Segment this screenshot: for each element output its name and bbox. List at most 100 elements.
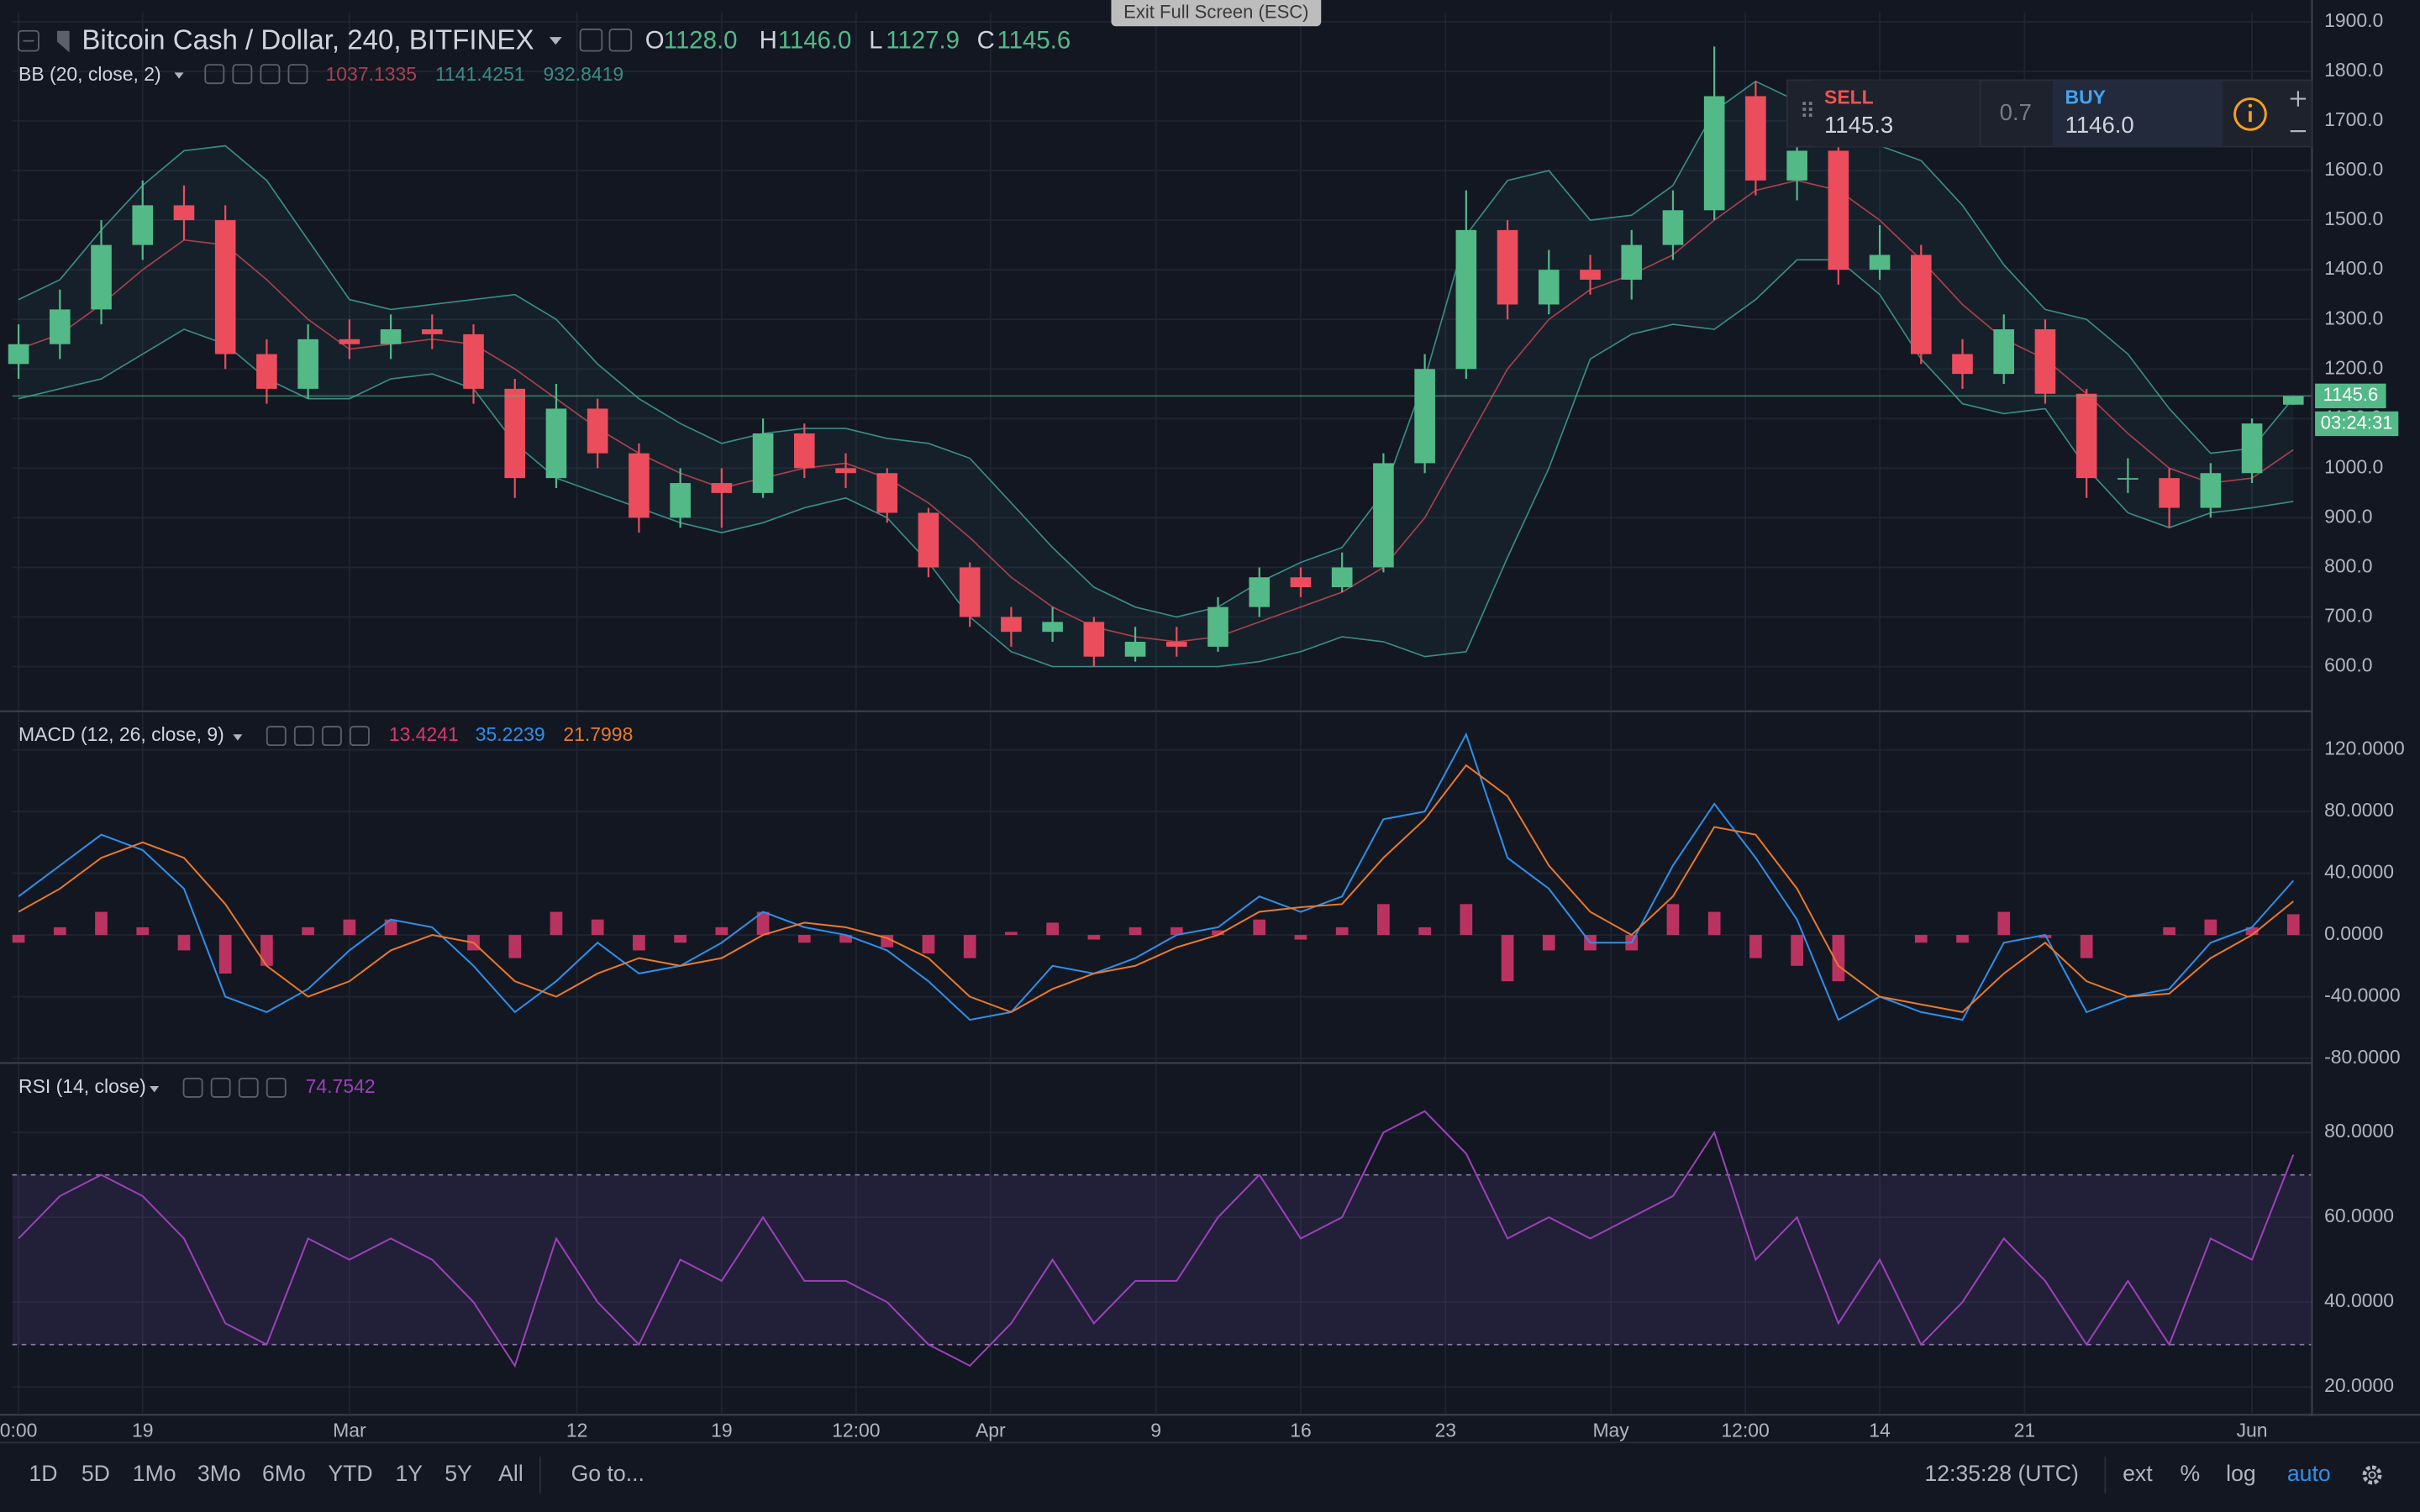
ohlc-value: 1128.0 <box>664 26 738 54</box>
countdown-tag <box>2315 411 2399 437</box>
y-tick-label: 1700.0 <box>2324 108 2383 130</box>
x-tick-label: 12:00 <box>832 1420 880 1441</box>
range-button[interactable]: All <box>498 1461 523 1486</box>
histogram-bar <box>2245 927 2259 936</box>
candle-body <box>1621 244 1643 280</box>
y-tick-label: 1400.0 <box>2324 257 2383 279</box>
x-tick-label: 21 <box>2014 1420 2036 1441</box>
icon[interactable] <box>260 64 281 85</box>
sell-button[interactable]: SELL 1145.3 <box>1813 80 1981 147</box>
histogram-bar <box>260 935 273 966</box>
option-button[interactable]: ext <box>2123 1461 2153 1486</box>
candle-body <box>545 408 567 479</box>
icon[interactable] <box>204 64 225 85</box>
settings-gear[interactable] <box>2362 1465 2382 1485</box>
range-button[interactable]: 6Mo <box>262 1461 306 1486</box>
indicator-value: 932.8419 <box>544 63 624 85</box>
bb-upper <box>18 80 2294 618</box>
trade-panel: ⠿ SELL 1145.3 0.7 BUY 1146.0 <box>1786 79 2313 148</box>
icon[interactable] <box>287 64 308 85</box>
indicator-icons <box>150 64 370 1098</box>
settings-icon[interactable] <box>608 28 633 52</box>
candle-body <box>1414 369 1435 464</box>
buy-button[interactable]: BUY 1146.0 <box>2052 80 2223 147</box>
ohlc-value: 1127.9 <box>886 26 960 54</box>
histogram-bar <box>1046 922 1059 936</box>
buy-bg <box>2052 80 2223 147</box>
candle-body <box>2159 478 2180 508</box>
x-tick-label: Mar <box>333 1420 366 1441</box>
y-tick-label: 1800.0 <box>2324 59 2383 81</box>
icon[interactable] <box>182 1077 203 1098</box>
range-button[interactable]: YTD <box>328 1461 372 1486</box>
range-button[interactable]: 1Y <box>395 1461 423 1486</box>
y-tick-label: 1200.0 <box>2324 356 2383 378</box>
candle-body <box>670 483 691 518</box>
info-icon-bar <box>2249 111 2252 123</box>
y-tick-label: 0.0000 <box>2324 922 2383 944</box>
option-button[interactable]: log <box>2226 1461 2256 1486</box>
candle-body <box>711 483 733 493</box>
histogram-bar <box>1212 930 1224 936</box>
histogram-bar <box>1542 935 1555 951</box>
ohlc-value: 1146.0 <box>778 26 852 54</box>
histogram-bar <box>508 935 522 958</box>
histogram-bar <box>53 927 66 936</box>
option-button[interactable]: auto <box>2287 1461 2331 1486</box>
candle-body <box>380 329 402 344</box>
clock: 12:35:28 (UTC) <box>1924 1461 2079 1486</box>
countdown-label: 03:24:31 <box>2321 412 2393 433</box>
x-tick-label: 12:00 <box>1721 1420 1769 1441</box>
button-bg <box>1111 0 1322 27</box>
candle-body <box>876 473 898 513</box>
histogram-bar <box>1460 904 1473 936</box>
candle-body <box>1538 270 1560 305</box>
candle-body <box>1786 150 1807 181</box>
icon[interactable] <box>350 726 370 747</box>
candle-body <box>2200 473 2222 508</box>
collapse-icon[interactable] <box>18 29 39 52</box>
ohlc-label: O <box>645 26 665 54</box>
x-tick-label: 12 <box>566 1420 588 1441</box>
candle-body <box>2075 393 2097 479</box>
range-button[interactable]: 5D <box>82 1461 110 1486</box>
dropdown-arrow[interactable] <box>549 37 562 45</box>
eye-icon[interactable] <box>579 28 603 52</box>
range-button[interactable]: 3Mo <box>197 1461 241 1486</box>
legend-value: 35.2239 <box>476 723 545 745</box>
icon[interactable] <box>266 726 287 747</box>
drag-handle[interactable]: ⠿ <box>1800 100 1816 123</box>
range-button[interactable]: 1Mo <box>133 1461 176 1486</box>
y-tick-label: 600.0 <box>2324 654 2372 676</box>
zoom-buttons[interactable] <box>2290 91 2307 133</box>
y-tick-label: 60.0000 <box>2324 1205 2394 1226</box>
histogram-bar <box>1253 919 1266 936</box>
marks <box>8 46 2312 1368</box>
info-icon[interactable] <box>2233 97 2267 131</box>
range-button[interactable]: 1D <box>29 1461 57 1486</box>
goto-button[interactable]: Go to... <box>571 1461 644 1486</box>
icon[interactable] <box>321 726 342 747</box>
histogram-bar <box>136 927 150 936</box>
exit-fullscreen-button[interactable]: Exit Full Screen (ESC) <box>1111 0 1322 27</box>
icon[interactable] <box>232 64 253 85</box>
candle-body <box>91 244 112 310</box>
candle-body <box>132 205 154 245</box>
icon[interactable] <box>238 1077 259 1098</box>
buy-price: 1146.0 <box>2065 112 2134 138</box>
histogram-bar <box>1997 911 2011 936</box>
y-tick-label: 80.0000 <box>2324 1120 2394 1142</box>
last-price-label: 1145.6 <box>2323 384 2378 405</box>
candle-body <box>256 354 277 389</box>
histogram-bar <box>715 927 729 936</box>
icon[interactable] <box>210 1077 231 1098</box>
histogram-bar <box>95 911 108 936</box>
icon[interactable] <box>266 1077 287 1098</box>
candle-body <box>1042 622 1063 633</box>
icon[interactable] <box>293 726 314 747</box>
option-button[interactable]: % <box>2180 1461 2200 1486</box>
histogram-bar <box>839 935 852 943</box>
range-button[interactable]: 5Y <box>445 1461 472 1486</box>
ohlc-value: 1145.6 <box>997 26 1071 54</box>
